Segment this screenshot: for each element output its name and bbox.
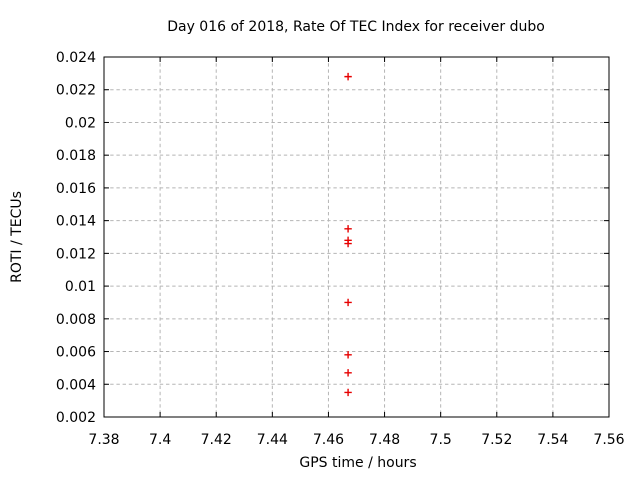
- x-tick-label: 7.46: [313, 432, 344, 448]
- data-point-marker: [344, 369, 352, 377]
- x-tick-label: 7.56: [593, 432, 624, 448]
- y-tick-label: 0.024: [56, 50, 96, 66]
- y-tick-label: 0.004: [56, 377, 96, 393]
- data-point-marker: [344, 351, 352, 359]
- data-point-marker: [344, 239, 352, 248]
- plot-border: [103, 56, 610, 418]
- x-tick-label: 7.44: [257, 432, 288, 448]
- x-tick-label: 7.5: [430, 432, 452, 448]
- gridlines: [104, 57, 609, 417]
- chart-title: Day 016 of 2018, Rate Of TEC Index for r…: [167, 19, 545, 35]
- y-tick-label: 0.01: [65, 279, 96, 295]
- y-axis-label: ROTI / TECUs: [9, 191, 25, 283]
- y-tick-labels: 0.002 0.004 0.006 0.008 0.01 0.012 0.014 0.016 0…: [56, 50, 96, 426]
- x-tick-label: 7.54: [537, 432, 568, 448]
- data-point-marker: [344, 388, 352, 397]
- data-point-marker: [344, 298, 352, 307]
- x-tick-label: 7.52: [481, 432, 512, 448]
- y-tick-label: 0.002: [56, 410, 96, 426]
- y-tick-label: 0.016: [56, 181, 96, 197]
- y-tick-label: 0.018: [56, 148, 96, 164]
- axis-ticks: [103, 56, 610, 418]
- data-point-marker: [344, 225, 352, 233]
- y-tick-label: 0.012: [56, 246, 96, 262]
- x-tick-label: 7.48: [369, 432, 400, 448]
- y-tick-label: 0.022: [56, 83, 96, 99]
- y-tick-label: 0.02: [65, 115, 96, 131]
- x-tick-label: 7.42: [201, 432, 232, 448]
- x-tick-label: 7.4: [149, 432, 171, 448]
- y-tick-label: 0.008: [56, 312, 96, 328]
- data-point-marker: [344, 72, 352, 81]
- y-tick-label: 0.014: [56, 214, 96, 230]
- x-axis-label: GPS time / hours: [299, 455, 416, 471]
- x-tick-labels: 7.38 7.4 7.42 7.44 7.46 7.48 7.5 7.52 7.54 7.56: [88, 432, 624, 448]
- y-tick-label: 0.006: [56, 345, 96, 361]
- x-tick-label: 7.38: [88, 432, 119, 448]
- data-points: [344, 72, 352, 397]
